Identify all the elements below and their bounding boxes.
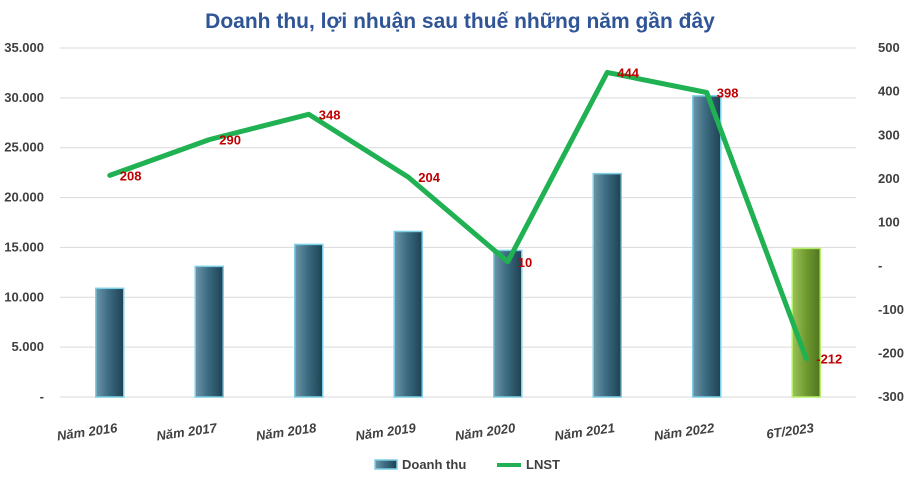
x-tick-label: Năm 2018 — [255, 420, 318, 443]
profit-series-line — [107, 69, 809, 362]
left-tick-label: 35.000 — [4, 40, 44, 55]
profit-data-label: 348 — [319, 107, 341, 122]
left-tick-label: 10.000 — [4, 289, 44, 304]
x-tick-label: Năm 2022 — [653, 420, 716, 443]
profit-data-label: 444 — [617, 65, 639, 80]
profit-line — [107, 69, 809, 362]
x-tick-label: Năm 2016 — [56, 420, 119, 443]
profit-data-label: 398 — [717, 85, 739, 100]
revenue-bar — [493, 249, 523, 398]
x-tick-label: Năm 2019 — [354, 420, 417, 443]
profit-data-label: 204 — [418, 170, 440, 185]
revenue-bar — [194, 265, 224, 398]
x-tick-label: Năm 2017 — [155, 420, 218, 443]
left-tick-label: - — [40, 389, 44, 404]
right-tick-label: - — [878, 258, 882, 273]
x-tick-label: Năm 2021 — [553, 420, 615, 443]
legend: Doanh thu LNST — [374, 457, 560, 472]
right-tick-label: -200 — [878, 345, 904, 360]
right-tick-label: 300 — [878, 127, 900, 142]
profit-data-label: -212 — [816, 352, 842, 367]
right-tick-label: 400 — [878, 84, 900, 99]
revenue-bar — [294, 243, 324, 398]
revenue-bar — [393, 230, 423, 398]
right-tick-label: 100 — [878, 215, 900, 230]
left-tick-label: 20.000 — [4, 190, 44, 205]
legend-label-revenue: Doanh thu — [402, 457, 466, 472]
left-tick-label: 30.000 — [4, 90, 44, 105]
revenue-bars — [95, 95, 821, 398]
revenue-bar — [692, 95, 722, 398]
left-axis-ticks: - 5.000 10.000 15.000 20.000 25.000 30.000 35.0… — [4, 40, 44, 404]
legend-label-profit: LNST — [526, 457, 560, 472]
right-tick-label: 200 — [878, 171, 900, 186]
x-tick-label: Năm 2020 — [454, 420, 517, 443]
revenue-bar — [95, 287, 125, 398]
profit-data-label: 10 — [518, 255, 532, 270]
x-axis-ticks: Năm 2016 Năm 2017 Năm 2018 Năm 2019 Năm 2020… — [56, 420, 815, 443]
profit-data-label: 208 — [120, 168, 142, 183]
right-tick-label: -100 — [878, 302, 904, 317]
left-tick-label: 25.000 — [4, 140, 44, 155]
right-tick-label: -300 — [878, 389, 904, 404]
profit-data-labels: 208 290 348 204 10 444 398 -212 — [120, 65, 843, 366]
left-tick-label: 5.000 — [11, 339, 44, 354]
chart-title: Doanh thu, lợi nhuận sau thuế những năm … — [205, 10, 715, 33]
revenue-bar — [791, 247, 821, 398]
legend-swatch-revenue — [374, 459, 398, 470]
right-tick-label: 500 — [878, 40, 900, 55]
x-tick-label: 6T/2023 — [765, 420, 815, 442]
profit-data-label: 290 — [219, 133, 241, 148]
left-tick-label: 15.000 — [4, 239, 44, 254]
revenue-bar — [592, 172, 622, 398]
